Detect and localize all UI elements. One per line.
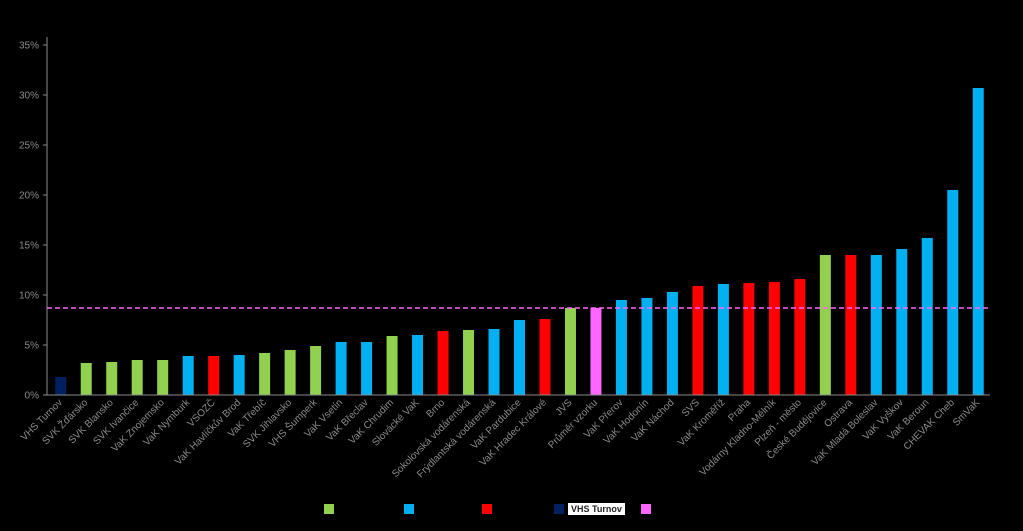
bar — [157, 360, 169, 395]
bar — [284, 350, 296, 395]
bar — [259, 353, 271, 395]
bar — [717, 284, 729, 395]
bar — [947, 190, 959, 395]
bar — [386, 336, 398, 395]
y-tick-label: 5% — [25, 341, 40, 352]
legend-item-red — [482, 502, 492, 516]
legend-item-blue — [404, 502, 414, 516]
legend-swatch-navy — [554, 504, 564, 514]
bar — [335, 342, 347, 395]
bar — [692, 286, 704, 395]
bar — [768, 282, 780, 395]
bar — [233, 355, 245, 395]
bar — [615, 300, 627, 395]
bar — [514, 320, 525, 395]
legend-label-vhs-turnov: VHS Turnov — [568, 503, 625, 515]
bar — [488, 329, 500, 395]
y-tick-label: 35% — [19, 41, 39, 52]
bar — [412, 335, 424, 395]
legend-swatch-green — [324, 504, 334, 514]
bar — [641, 298, 653, 395]
bar — [80, 363, 92, 395]
y-tick-label: 20% — [19, 191, 39, 202]
category-label: SVS — [680, 397, 702, 419]
bar — [208, 356, 220, 395]
y-tick-label: 25% — [19, 141, 39, 152]
legend-swatch-red — [482, 504, 492, 514]
bar — [437, 331, 449, 395]
category-label: SmVaK — [951, 397, 982, 428]
bar — [463, 330, 475, 395]
legend-item-navy: VHS Turnov — [554, 502, 625, 516]
bar — [819, 255, 831, 395]
legend-swatch-blue — [404, 504, 414, 514]
bar — [921, 238, 933, 395]
bar — [794, 279, 806, 395]
bar — [896, 249, 908, 395]
legend-item-green — [324, 502, 334, 516]
bar — [870, 255, 882, 395]
bar — [361, 342, 373, 395]
y-axis-ticks: 0% 5% 10% 15% 20% 25% 30% 35% — [19, 41, 47, 402]
category-label: JVS — [554, 397, 575, 418]
category-label: Brno — [424, 397, 447, 420]
bar — [666, 292, 678, 395]
bar — [590, 308, 602, 395]
bar — [106, 362, 118, 395]
y-tick-label: 15% — [19, 241, 39, 252]
y-tick-label: 10% — [19, 291, 39, 302]
legend-swatch-pink — [641, 504, 651, 514]
y-tick-label: 30% — [19, 91, 39, 102]
bar — [845, 255, 857, 395]
bar — [55, 377, 67, 395]
bar — [131, 360, 143, 395]
bar — [743, 283, 755, 395]
legend: VHS Turnov — [0, 500, 1023, 520]
legend-item-pink — [641, 502, 651, 516]
y-tick-label: 0% — [25, 391, 40, 402]
bar — [564, 308, 576, 395]
bars-group — [55, 88, 984, 395]
bar — [539, 319, 551, 395]
bar — [972, 88, 984, 395]
bar — [310, 346, 322, 395]
bar — [182, 356, 194, 395]
